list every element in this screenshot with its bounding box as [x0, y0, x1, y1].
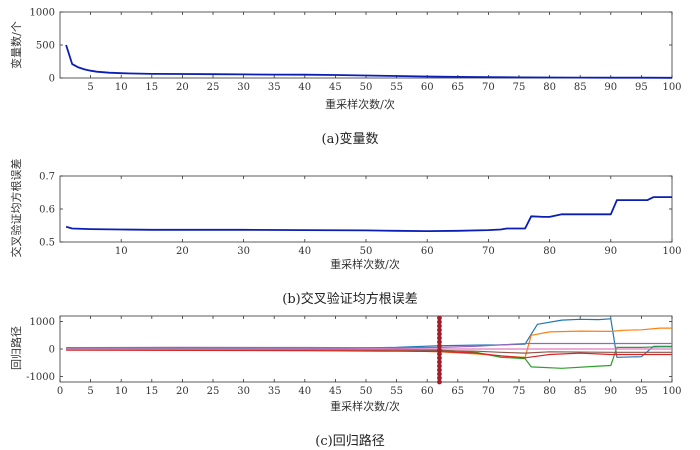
x-tick-label: 0	[57, 386, 63, 397]
x-tick-label: 45	[329, 82, 342, 93]
panel-c-regression-path: 回归路径 重采样次数/次 0 5 10 15 20 25 30 35 40 45 50 55 60 65 7…	[9, 315, 682, 413]
x-tick-label: 25	[207, 386, 220, 397]
y-tick-label: 0.7	[39, 172, 55, 183]
x-tick-label: 95	[635, 82, 648, 93]
x-tick-label: 55	[390, 386, 403, 397]
optimal-marker-point	[437, 331, 442, 337]
x-tick-label: 10	[115, 246, 128, 257]
optimal-marker-point	[437, 319, 442, 325]
x-tick-label: 70	[482, 386, 495, 397]
panel-a-xlabel: 重采样次数/次	[325, 97, 395, 111]
x-tick-label: 70	[482, 246, 495, 257]
y-tick-label: 0	[49, 74, 55, 85]
optimal-marker-point	[437, 343, 442, 349]
panel-a-ylabel: 变量数/个	[9, 21, 23, 69]
x-tick-label: 15	[145, 82, 158, 93]
optimal-marker-point	[437, 371, 442, 377]
x-tick-label: 95	[635, 386, 648, 397]
x-tick-label: 85	[574, 386, 587, 397]
panel-b-rmsecv: 交叉验证均方根误差 重采样次数/次 10 20 30 40 50 60 70 80 90 100 0…	[9, 159, 682, 272]
y-tick-label: 1000	[30, 317, 55, 328]
panel-b-ylabel: 交叉验证均方根误差	[9, 159, 23, 258]
x-tick-label: 90	[604, 386, 617, 397]
x-tick-label: 10	[115, 386, 128, 397]
x-tick-label: 20	[176, 82, 189, 93]
x-tick-label: 15	[145, 386, 158, 397]
x-tick-label: 25	[207, 82, 220, 93]
x-tick-label: 75	[513, 82, 526, 93]
x-tick-label: 90	[604, 82, 617, 93]
optimal-marker-point	[437, 363, 442, 369]
optimal-marker-point	[437, 379, 442, 385]
caption-a: (a)变量数	[321, 132, 379, 147]
x-tick-label: 35	[268, 386, 281, 397]
x-tick-label: 5	[87, 386, 93, 397]
optimal-marker-point	[437, 335, 442, 341]
x-tick-label: 50	[360, 246, 373, 257]
x-tick-label: 40	[298, 246, 311, 257]
x-tick-label: 100	[662, 82, 681, 93]
y-tick-label: 0	[49, 345, 55, 356]
optimal-marker-point	[437, 367, 442, 373]
series-line	[66, 342, 672, 349]
x-tick-label: 75	[513, 386, 526, 397]
panel-c-ylabel: 回归路径	[9, 326, 23, 370]
x-tick-label: 40	[298, 82, 311, 93]
x-tick-label: 5	[87, 82, 93, 93]
x-tick-label: 60	[421, 82, 434, 93]
x-tick-label: 35	[268, 82, 281, 93]
x-tick-label: 45	[329, 386, 342, 397]
optimal-marker-point	[437, 323, 442, 329]
x-tick-label: 100	[662, 386, 681, 397]
x-tick-label: 85	[574, 82, 587, 93]
plot-frame	[59, 11, 673, 79]
x-tick-label: 70	[482, 82, 495, 93]
optimal-marker-point	[437, 375, 442, 381]
x-tick-label: 80	[543, 246, 556, 257]
x-tick-label: 20	[176, 246, 189, 257]
y-tick-label: 1000	[30, 8, 55, 19]
x-tick-label: 80	[543, 82, 556, 93]
optimal-marker-point	[437, 351, 442, 357]
x-tick-label: 30	[237, 246, 250, 257]
x-tick-label: 30	[237, 82, 250, 93]
x-tick-label: 80	[543, 386, 556, 397]
optimal-marker-point	[437, 339, 442, 345]
optimal-marker-point	[437, 347, 442, 353]
x-tick-label: 55	[390, 82, 403, 93]
panel-c-xlabel: 重采样次数/次	[330, 399, 400, 413]
optimal-marker-point	[437, 327, 442, 333]
panel-a-variable-count: 变量数/个 重采样次数/次 5 10 15 20 25 30 35 40 45 50 55 60 65 7…	[9, 8, 682, 112]
optimal-marker-point	[437, 315, 442, 321]
series-line	[66, 349, 672, 359]
caption-c: (c)回归路径	[315, 434, 385, 449]
caption-b: (b)交叉验证均方根误差	[282, 292, 418, 307]
y-tick-label: 0.5	[39, 238, 55, 249]
x-tick-label: 10	[115, 82, 128, 93]
plot-frame	[59, 175, 673, 243]
panel-b-xlabel: 重采样次数/次	[330, 257, 400, 271]
y-tick-label: -1000	[26, 372, 55, 383]
x-tick-label: 40	[298, 386, 311, 397]
x-tick-label: 50	[360, 82, 373, 93]
x-tick-label: 20	[176, 386, 189, 397]
y-tick-label: 500	[36, 41, 55, 52]
x-tick-label: 60	[421, 246, 434, 257]
x-tick-label: 30	[237, 386, 250, 397]
x-tick-label: 90	[604, 246, 617, 257]
x-tick-label: 65	[451, 386, 464, 397]
series-line	[65, 196, 672, 233]
x-tick-label: 60	[421, 386, 434, 397]
x-tick-label: 50	[360, 386, 373, 397]
x-tick-label: 65	[451, 82, 464, 93]
y-tick-label: 0.6	[39, 205, 55, 216]
series-line	[65, 44, 673, 79]
optimal-marker-point	[437, 359, 442, 365]
x-tick-label: 100	[662, 246, 681, 257]
optimal-marker-point	[437, 355, 442, 361]
